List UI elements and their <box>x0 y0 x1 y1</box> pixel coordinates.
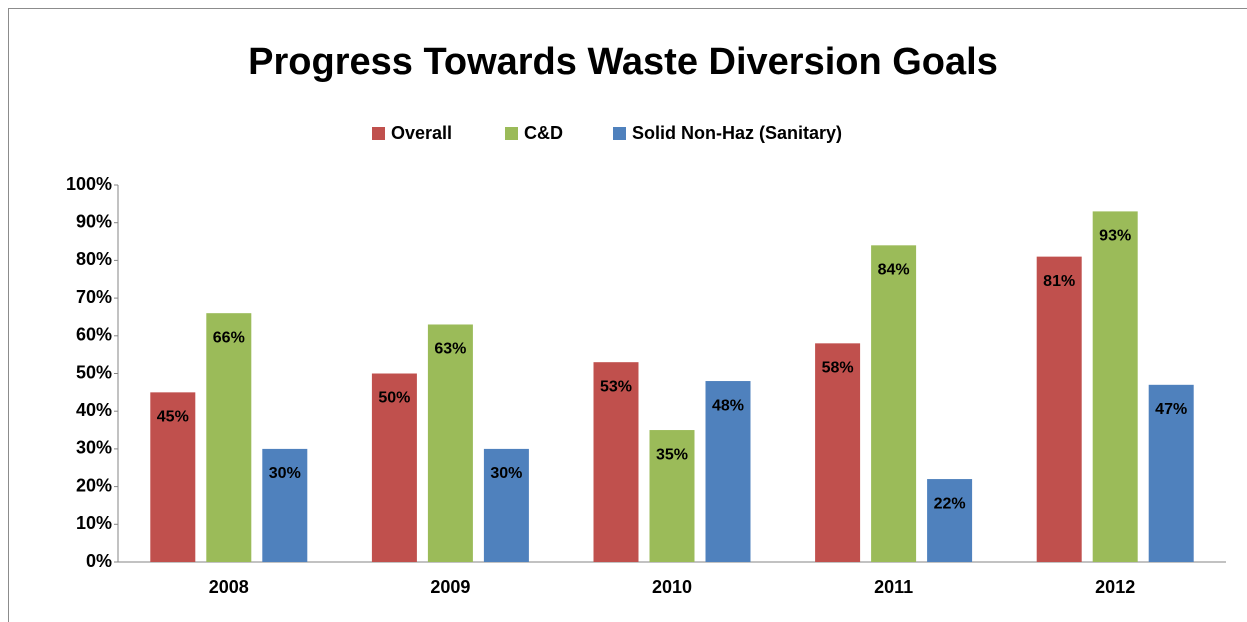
bar <box>483 448 529 562</box>
y-tick-label: 40% <box>76 400 112 420</box>
value-label: 30% <box>269 465 301 482</box>
y-tick-label: 80% <box>76 249 112 269</box>
y-tick-label: 50% <box>76 362 112 382</box>
bar <box>371 373 417 562</box>
value-label: 47% <box>1155 401 1187 418</box>
value-label: 58% <box>822 360 854 377</box>
legend-label: Overall <box>391 123 452 143</box>
bar <box>206 313 252 562</box>
value-label: 63% <box>434 341 466 358</box>
value-label: 22% <box>934 495 966 512</box>
value-label: 30% <box>490 465 522 482</box>
bar <box>815 343 861 562</box>
value-label: 53% <box>600 378 632 395</box>
x-tick-label: 2009 <box>430 577 470 597</box>
legend-swatch <box>505 127 518 140</box>
value-label: 81% <box>1043 273 1075 290</box>
bar <box>1148 384 1194 562</box>
x-tick-label: 2010 <box>652 577 692 597</box>
legend-label: C&D <box>524 123 563 143</box>
bar <box>927 479 973 562</box>
chart-title: Progress Towards Waste Diversion Goals <box>248 41 998 83</box>
y-tick-label: 90% <box>76 211 112 231</box>
y-tick-label: 20% <box>76 475 112 495</box>
value-label: 66% <box>213 329 245 346</box>
y-tick-label: 0% <box>86 551 112 571</box>
value-label: 35% <box>656 446 688 463</box>
bar <box>871 245 917 562</box>
x-tick-label: 2011 <box>874 577 913 597</box>
bar <box>649 430 695 562</box>
legend-swatch <box>372 127 385 140</box>
bar <box>427 324 473 562</box>
value-label: 48% <box>712 397 744 414</box>
x-tick-label: 2012 <box>1095 577 1135 597</box>
bar <box>262 448 308 562</box>
bar <box>1092 211 1138 562</box>
chart-frame <box>8 8 1247 622</box>
value-label: 45% <box>157 409 189 426</box>
bar <box>593 362 639 562</box>
y-tick-label: 60% <box>76 325 112 345</box>
bar <box>705 381 751 562</box>
value-label: 84% <box>878 262 910 279</box>
y-tick-label: 30% <box>76 438 112 458</box>
bar <box>1036 256 1082 562</box>
value-label: 50% <box>378 390 410 407</box>
y-tick-label: 10% <box>76 513 112 533</box>
bar <box>150 392 196 562</box>
value-label: 93% <box>1099 228 1131 245</box>
legend-label: Solid Non-Haz (Sanitary) <box>632 123 842 143</box>
x-tick-label: 2008 <box>209 577 249 597</box>
y-tick-label: 70% <box>76 287 112 307</box>
y-tick-label: 100% <box>66 174 112 194</box>
legend-swatch <box>613 127 626 140</box>
